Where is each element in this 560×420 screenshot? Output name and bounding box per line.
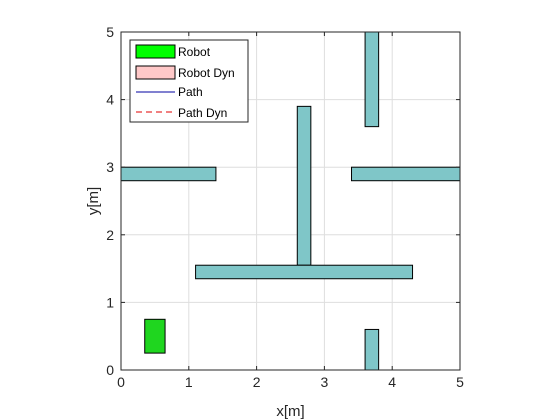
robot xyxy=(144,318,166,354)
y-tick-label: 4 xyxy=(106,92,114,108)
robot-layer xyxy=(144,318,166,354)
x-tick-label: 3 xyxy=(321,374,329,390)
obstacle xyxy=(195,264,414,280)
legend-robot-swatch xyxy=(135,44,176,59)
x-axis-label: x[m] xyxy=(276,403,304,420)
obstacle xyxy=(364,31,380,128)
y-tick-label: 1 xyxy=(106,294,114,310)
x-tick-label: 4 xyxy=(388,374,396,390)
x-tick-label: 1 xyxy=(185,374,193,390)
obstacle xyxy=(351,166,461,182)
legend-robot-label: Robot xyxy=(178,45,211,59)
y-tick-label: 2 xyxy=(106,227,114,243)
obstacle xyxy=(296,105,312,266)
axes-box xyxy=(120,31,461,371)
legend-path-label: Path xyxy=(178,85,203,99)
x-tick-label: 0 xyxy=(117,374,125,390)
legend-path-dyn-label: Path Dyn xyxy=(178,106,227,120)
y-axis-label: y[m] xyxy=(85,187,102,215)
obstacle xyxy=(120,166,217,182)
legend: Robot Robot Dyn Path Path Dyn xyxy=(129,39,249,123)
ticks: 0 1 2 3 4 5 0 1 2 3 4 5 xyxy=(106,24,464,390)
x-tick-label: 2 xyxy=(253,374,261,390)
legend-robot-dyn-label: Robot Dyn xyxy=(178,66,235,80)
x-tick-label: 5 xyxy=(456,374,464,390)
y-tick-label: 5 xyxy=(106,24,114,40)
y-tick-label: 0 xyxy=(106,362,114,378)
legend-robot-dyn-swatch xyxy=(135,65,176,80)
y-tick-label: 3 xyxy=(106,159,114,175)
obstacle xyxy=(364,328,380,371)
